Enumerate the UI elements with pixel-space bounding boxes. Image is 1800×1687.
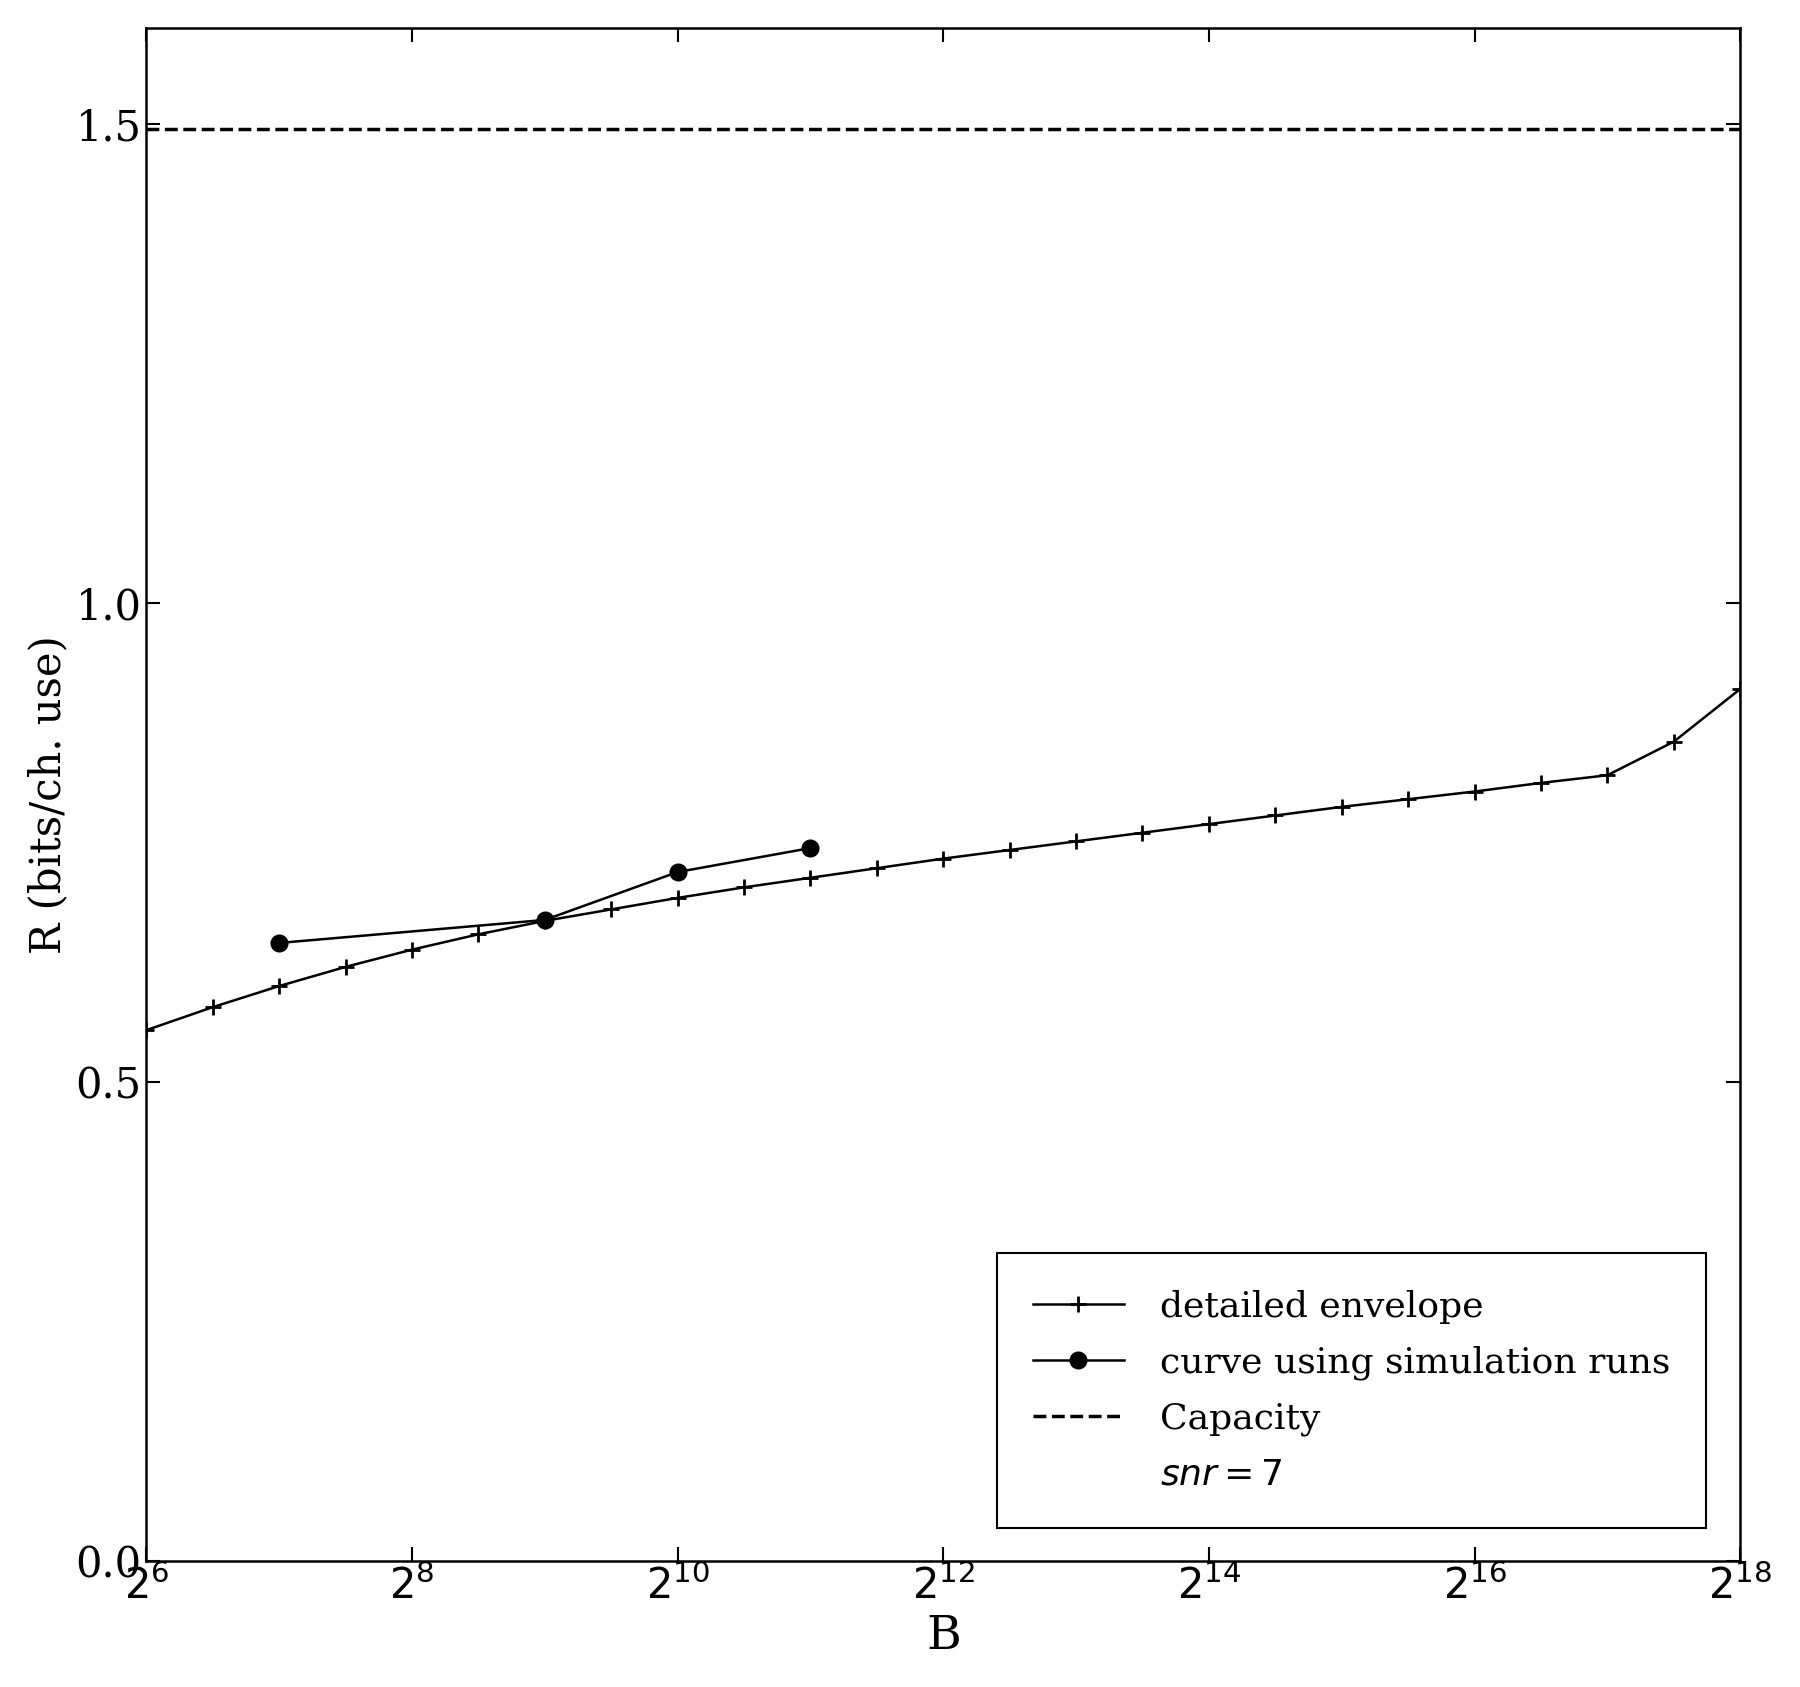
detailed envelope <box>1199 815 1220 835</box>
Y-axis label: R (bits/ch. use): R (bits/ch. use) <box>27 634 70 953</box>
detailed envelope <box>268 977 290 997</box>
Line: curve using simulation runs: curve using simulation runs <box>270 840 819 951</box>
detailed envelope <box>799 867 821 887</box>
detailed envelope <box>135 1021 157 1041</box>
Legend: detailed envelope, curve using simulation runs, Capacity, $\mathit{snr}=7$: detailed envelope, curve using simulatio… <box>997 1253 1706 1528</box>
detailed envelope <box>1663 732 1685 752</box>
detailed envelope <box>1463 781 1485 801</box>
detailed envelope <box>1397 790 1418 810</box>
detailed envelope <box>666 887 688 908</box>
curve using simulation runs <box>666 862 688 882</box>
detailed envelope <box>401 940 423 960</box>
detailed envelope <box>1597 766 1618 786</box>
curve using simulation runs <box>799 838 821 859</box>
detailed envelope <box>335 957 356 977</box>
Line: detailed envelope: detailed envelope <box>139 682 1748 1038</box>
detailed envelope <box>535 911 556 931</box>
detailed envelope <box>1530 773 1552 793</box>
detailed envelope <box>1265 805 1287 825</box>
detailed envelope <box>733 877 754 897</box>
curve using simulation runs <box>268 933 290 953</box>
detailed envelope <box>468 924 490 945</box>
detailed envelope <box>1330 796 1352 817</box>
detailed envelope <box>202 997 223 1017</box>
X-axis label: B: B <box>925 1614 961 1660</box>
detailed envelope <box>866 859 887 879</box>
detailed envelope <box>1730 678 1751 698</box>
detailed envelope <box>601 899 623 919</box>
detailed envelope <box>1132 823 1154 844</box>
detailed envelope <box>932 849 954 869</box>
curve using simulation runs <box>535 909 556 930</box>
detailed envelope <box>999 840 1021 860</box>
detailed envelope <box>1066 832 1087 852</box>
